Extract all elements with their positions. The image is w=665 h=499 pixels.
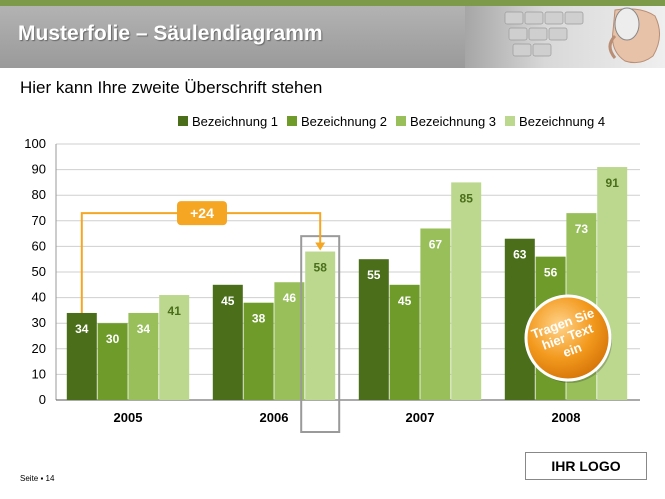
data-label: 55 [367,268,381,282]
keyboard-keys [504,11,584,57]
data-label: 63 [513,248,527,262]
bar [420,228,451,400]
y-tick-label: 20 [32,341,46,356]
badge-circle [524,294,612,382]
y-tick-label: 0 [39,392,46,407]
x-tick-label: 2005 [114,410,143,425]
page-number: Seite ▪ 14 [20,474,55,483]
top-accent-stripe [0,0,665,6]
legend-swatch-4 [505,116,516,126]
bar [305,251,336,400]
data-label: 41 [168,304,182,318]
data-label: 30 [106,332,120,346]
legend-label-2: Bezeichnung 2 [301,113,388,129]
legend-label-3: Bezeichnung 3 [410,113,497,129]
y-tick-label: 50 [32,264,46,279]
data-label: 46 [283,291,297,305]
data-label: 34 [137,322,151,336]
callout-label: +24 [190,205,214,221]
data-label: 45 [398,294,412,308]
data-label: 67 [429,237,443,251]
bar [274,282,305,400]
y-tick-label: 70 [32,213,46,228]
x-tick-label: 2006 [260,410,289,425]
data-label: 73 [575,222,589,236]
legend-item-3: Bezeichnung 3 [396,113,496,129]
data-label: 34 [75,322,89,336]
legend-swatch-2 [287,116,298,126]
callout-arrowhead [315,242,326,251]
bar [389,284,420,400]
y-tick-label: 10 [32,366,46,381]
bar [159,295,190,400]
bar [97,323,128,400]
legend-item-4: Bezeichnung 4 [505,113,605,129]
data-label: 56 [544,266,558,280]
chart-legend: Bezeichnung 1 Bezeichnung 2 Bezeichnung … [178,113,614,129]
y-tick-label: 40 [32,290,46,305]
data-label: 58 [314,261,328,275]
x-tick-label: 2007 [406,410,435,425]
bar [128,312,159,400]
legend-item-2: Bezeichnung 2 [287,113,387,129]
y-tick-label: 90 [32,162,46,177]
slide-header: Musterfolie – Säulendiagramm [0,6,665,68]
legend-label-1: Bezeichnung 1 [192,113,279,129]
data-label: 85 [460,191,474,205]
slide-title: Musterfolie – Säulendiagramm [18,22,323,45]
bar [358,259,389,400]
data-label: 38 [252,312,266,326]
legend-swatch-1 [178,116,188,126]
mouse-hand-image [465,6,665,68]
data-label: 91 [606,176,620,190]
legend-item-1: Bezeichnung 1 [178,113,278,129]
x-tick-label: 2008 [552,410,581,425]
legend-swatch-3 [396,116,407,126]
y-tick-label: 30 [32,315,46,330]
y-tick-label: 80 [32,187,46,202]
legend-label-4: Bezeichnung 4 [519,113,606,129]
callout-badge [177,201,227,226]
logo-placeholder: IHR LOGO [525,452,647,480]
bar [243,302,274,400]
bar [451,182,482,400]
data-label: 45 [221,294,235,308]
badge-text-line: ein [561,339,584,360]
y-tick-label: 100 [24,136,46,151]
y-tick-label: 60 [32,238,46,253]
bar [212,284,243,400]
column-chart: 0 10 20 30 40 50 60 70 80 90 100 34 30 34 41 2005 45 38 46… [24,136,640,433]
bar [66,312,97,400]
slide-subtitle: Hier kann Ihre zweite Überschrift stehen [20,78,323,97]
